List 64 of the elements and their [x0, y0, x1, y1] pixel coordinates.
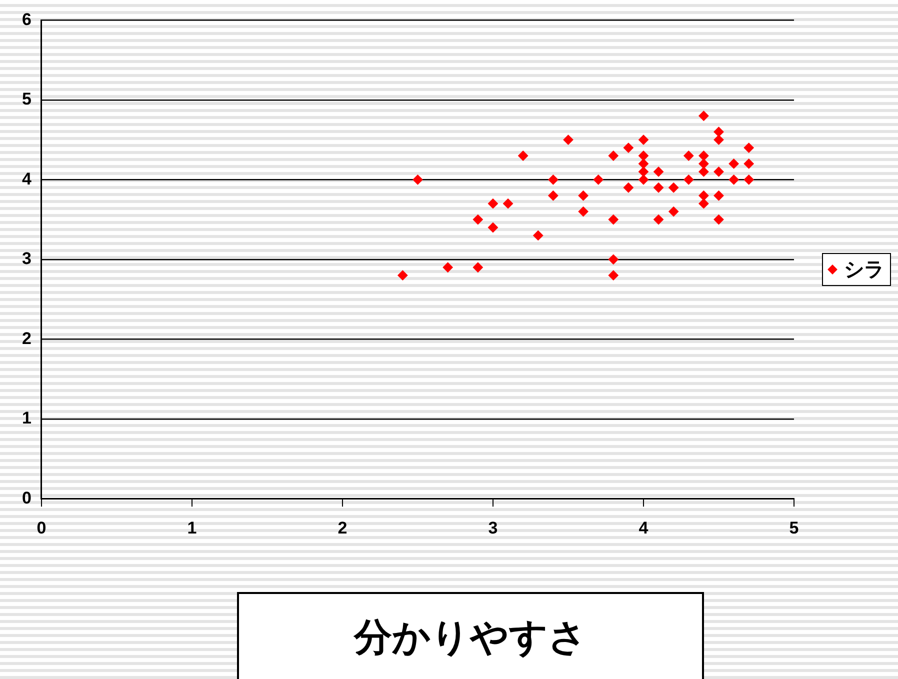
point: [714, 166, 724, 177]
legend-label: シラ: [844, 256, 884, 283]
point: [608, 254, 618, 264]
point: [563, 134, 574, 145]
point: [654, 166, 664, 177]
point: [744, 142, 754, 153]
point: [503, 198, 514, 209]
point: [698, 198, 709, 209]
point: [578, 190, 588, 201]
point: [698, 166, 709, 177]
point: [638, 134, 648, 145]
point: [533, 230, 544, 240]
point: [488, 198, 498, 209]
point: [442, 262, 453, 272]
y-tick-label: 4: [22, 169, 32, 188]
y-tick-label: 6: [22, 10, 32, 29]
point: [714, 190, 724, 201]
point: [684, 174, 694, 185]
x-tick-label: 2: [338, 518, 348, 538]
point: [578, 206, 588, 217]
point: [548, 190, 558, 201]
point: [714, 134, 724, 145]
point: [698, 150, 709, 161]
point: [638, 158, 648, 169]
point: [608, 270, 618, 280]
point: [398, 270, 408, 280]
point: [728, 158, 739, 169]
x-tick-label: 4: [638, 518, 649, 538]
point: [654, 182, 664, 193]
x-tick-label: 0: [36, 518, 46, 538]
point: [654, 214, 664, 225]
y-tick-label: 0: [22, 488, 32, 508]
point: [472, 214, 483, 225]
point: [608, 214, 618, 225]
point: [668, 206, 679, 217]
point: [638, 174, 648, 185]
x-tick-label: 3: [488, 518, 498, 538]
y-tick-label: 5: [22, 90, 32, 109]
y-tick-label: 1: [22, 408, 32, 428]
point: [698, 158, 709, 169]
point: [623, 142, 634, 153]
point: [608, 150, 618, 161]
point: [593, 174, 604, 185]
point: [668, 182, 679, 193]
x-tick-label: 5: [789, 518, 799, 538]
x-tick-label: 1: [187, 518, 197, 538]
point: [472, 262, 483, 272]
point: [638, 166, 648, 177]
x-axis-title: 分かりやすさ: [237, 592, 704, 679]
point: [623, 182, 634, 193]
point: [744, 158, 754, 169]
point: [684, 150, 694, 161]
point: [518, 150, 528, 161]
y-tick-label: 3: [22, 249, 32, 268]
point: [728, 174, 739, 185]
point: [698, 110, 709, 121]
point: [488, 222, 498, 233]
point: [412, 174, 423, 185]
point: [744, 174, 754, 185]
point: [548, 174, 558, 185]
point: [714, 126, 724, 137]
point: [714, 214, 724, 225]
point: [698, 190, 709, 201]
y-tick-label: 2: [22, 328, 32, 348]
